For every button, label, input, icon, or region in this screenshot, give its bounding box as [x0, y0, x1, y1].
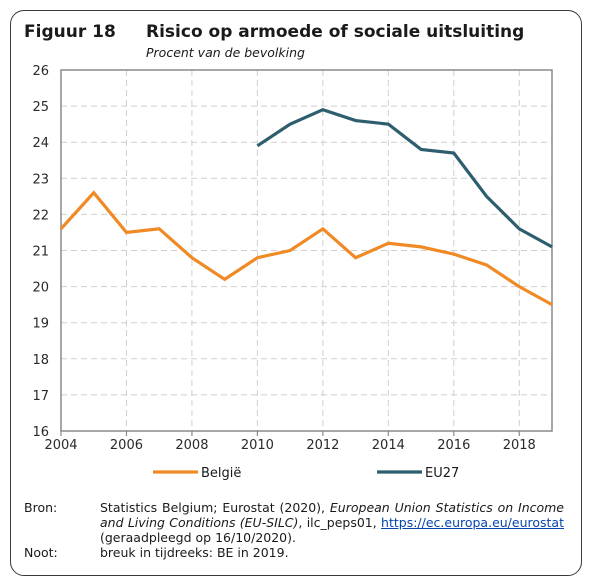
line-chart: 16 17 18 19 20 21 22 23 24 25 26 2004 2006 2008 2010 20… — [32, 64, 553, 481]
source-label: Bron: — [24, 500, 58, 515]
note-text: breuk in tijdreeks: BE in 2019. — [100, 545, 289, 560]
source-italic: European Union Statistics on Income and … — [100, 500, 564, 530]
y-tick-label: 18 — [32, 353, 49, 368]
chart-subtitle: Procent van de bevolking — [146, 45, 305, 60]
y-tick-label: 20 — [32, 281, 49, 296]
x-tick-label: 2006 — [110, 438, 143, 453]
series-line-belgie — [59, 190, 553, 307]
y-tick-label: 24 — [32, 136, 49, 151]
figure-frame — [10, 10, 582, 576]
figure-label: Figuur 18 — [24, 22, 116, 42]
plot-area — [60, 69, 553, 432]
legend-label: EU27 — [425, 466, 459, 481]
series-line-eu27 — [256, 107, 553, 249]
note-row: Noot: breuk in tijdreeks: BE in 2019. — [24, 545, 564, 560]
source-row: Bron: Statistics Belgium; Eurostat (2020… — [24, 500, 564, 545]
legend-label: België — [201, 466, 241, 481]
notes: Bron: Statistics Belgium; Eurostat (2020… — [24, 500, 564, 560]
x-tick-label: 2016 — [437, 438, 470, 453]
note-label: Noot: — [24, 545, 58, 560]
source-link[interactable]: https://ec.europa.eu/eurostat — [381, 515, 564, 530]
x-tick-label: 2010 — [241, 438, 274, 453]
y-tick-label: 25 — [32, 100, 49, 115]
y-tick-label: 17 — [32, 389, 49, 404]
y-tick-label: 16 — [32, 425, 49, 440]
y-tick-label: 21 — [32, 245, 49, 260]
y-tick-label: 26 — [32, 64, 49, 79]
x-tick-label: 2004 — [44, 438, 77, 453]
x-tick-label: 2014 — [372, 438, 405, 453]
y-tick-label: 23 — [32, 172, 49, 187]
x-tick-label: 2018 — [503, 438, 536, 453]
y-tick-label: 22 — [32, 208, 49, 223]
chart-title: Risico op armoede of sociale uitsluiting — [146, 22, 525, 42]
y-tick-label: 19 — [32, 317, 49, 332]
x-tick-label: 2008 — [175, 438, 208, 453]
source-text: Statistics Belgium; Eurostat (2020), Eur… — [100, 500, 564, 545]
x-tick-label: 2012 — [306, 438, 339, 453]
